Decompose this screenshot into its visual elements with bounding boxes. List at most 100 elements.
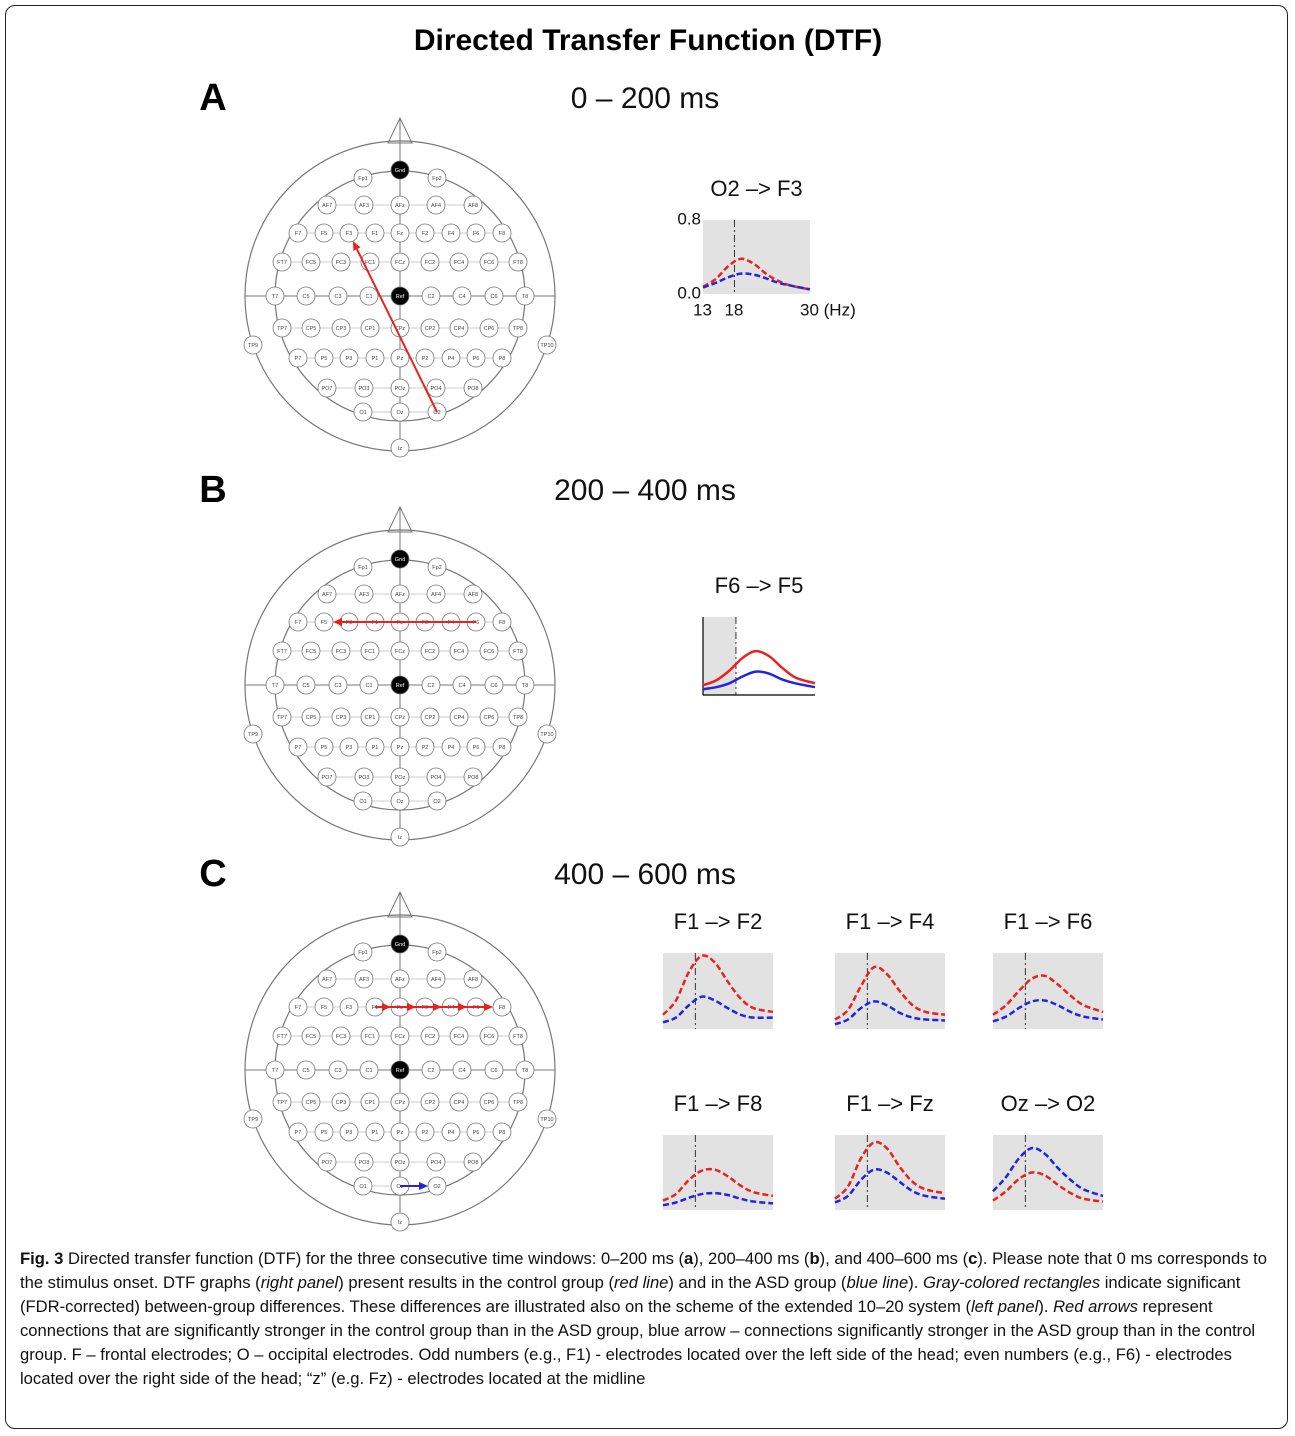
electrode-label: O1: [359, 799, 366, 805]
electrode: [314, 997, 334, 1017]
electrode: [441, 223, 461, 243]
panel-letter: C: [199, 853, 226, 895]
electrode: [466, 223, 486, 243]
caption-text: Gray-colored rectangles: [923, 1273, 1101, 1292]
electrode-label: P7: [295, 745, 302, 751]
electrode-label: CP2: [425, 1100, 436, 1106]
electrode: [265, 675, 285, 695]
caption-text: ) and in the ASD group (: [668, 1273, 847, 1292]
electrode-label: Oz: [396, 799, 403, 805]
graph-title: F6 –> F5: [715, 573, 804, 598]
electrode-label: CP6: [484, 1100, 495, 1106]
electrode-label: Fp2: [432, 565, 441, 571]
electrode: [479, 1026, 499, 1046]
electrode: [452, 675, 472, 695]
electrode: [390, 707, 410, 727]
electrode: [272, 252, 292, 272]
electrode-label: FT8: [513, 260, 523, 266]
electrode-label: C3: [334, 294, 341, 300]
figure-frame: [5, 5, 1288, 1429]
electrode: [353, 168, 373, 188]
dtf-curve: [834, 1140, 946, 1200]
caption-text: left panel: [970, 1297, 1039, 1316]
electrode-label: P2: [422, 356, 429, 362]
dtf-curve: [662, 1167, 774, 1202]
electrode: [360, 707, 380, 727]
electrode: [537, 1109, 557, 1129]
electrode-label: F8: [499, 1005, 505, 1011]
electrode: [331, 707, 351, 727]
caption: Fig. 3 Directed transfer function (DTF) …: [20, 1247, 1278, 1391]
electrode-label: POz: [395, 775, 406, 781]
significance-shade: [835, 1135, 945, 1210]
electrode: [353, 557, 373, 577]
electrode-label: AF7: [322, 203, 332, 209]
electrode: [463, 969, 483, 989]
electrode: [390, 827, 410, 847]
electrode-label: FC4: [454, 649, 464, 655]
electrode-label: P1: [372, 356, 379, 362]
electrode: [420, 641, 440, 661]
electrode-label: AFz: [395, 203, 405, 209]
caption-text: ). Please note that 0 ms corresponds to …: [20, 1249, 1267, 1292]
electrode: [452, 1060, 472, 1080]
electrode: [272, 318, 292, 338]
electrode-label: AF8: [468, 203, 478, 209]
electrode-label: TP9: [248, 1117, 258, 1123]
electrode-label: FC2: [425, 649, 435, 655]
dtf-curve: [992, 974, 1104, 1016]
electrode: [272, 1026, 292, 1046]
electrode: [484, 286, 504, 306]
electrode-label: FC4: [454, 260, 464, 266]
electrode: [463, 584, 483, 604]
electrode-label: PO3: [358, 775, 369, 781]
electrode: [243, 335, 263, 355]
electrode-label: C6: [490, 1068, 497, 1074]
electrode: [492, 348, 512, 368]
electrode-label: CP2: [425, 715, 436, 721]
electrode: [415, 348, 435, 368]
electrode-label: C1: [365, 683, 372, 689]
electrode: [365, 737, 385, 757]
electrode-label: POz: [395, 386, 406, 392]
electrode-label: TP9: [248, 343, 258, 349]
electrode: [390, 767, 410, 787]
electrode: [339, 997, 359, 1017]
electrode: [301, 1092, 321, 1112]
electrode-label: CPz: [395, 715, 406, 721]
electrode: [317, 378, 337, 398]
electrode: [353, 942, 373, 962]
electrode: [421, 1060, 441, 1080]
electrode: [420, 318, 440, 338]
electrode-label: CPz: [395, 326, 406, 332]
graph-title: F1 –> F2: [674, 909, 763, 934]
electrode-label: CPz: [395, 1100, 406, 1106]
electrode-label: AF4: [431, 977, 441, 983]
electrode: [463, 1152, 483, 1172]
caption-text: ).: [1038, 1297, 1054, 1316]
electrode: [390, 641, 410, 661]
electrode: [301, 1026, 321, 1046]
figure-title: Directed Transfer Function (DTF): [414, 24, 882, 57]
electrode: [427, 168, 447, 188]
electrode-label: AF3: [359, 203, 369, 209]
electrode: [508, 641, 528, 661]
electrode-label: CP5: [306, 1100, 317, 1106]
electrode-label: AF4: [431, 203, 441, 209]
arrow-head: [352, 241, 361, 251]
electrode-label: C4: [458, 1068, 465, 1074]
electrode-label: F5: [321, 231, 327, 237]
electrode: [426, 584, 446, 604]
electrode: [390, 378, 410, 398]
electrode-label: FCz: [395, 260, 405, 266]
electrode: [359, 286, 379, 306]
electrode-label: O2: [433, 410, 440, 416]
electrode-label: Ref: [396, 1068, 405, 1074]
electrode: [314, 348, 334, 368]
electrode: [354, 584, 374, 604]
electrode-label: AFz: [395, 977, 405, 983]
electrode-label: C4: [458, 294, 465, 300]
x-tick-label: 13: [693, 300, 712, 319]
electrode: [390, 1152, 410, 1172]
electrode: [288, 737, 308, 757]
